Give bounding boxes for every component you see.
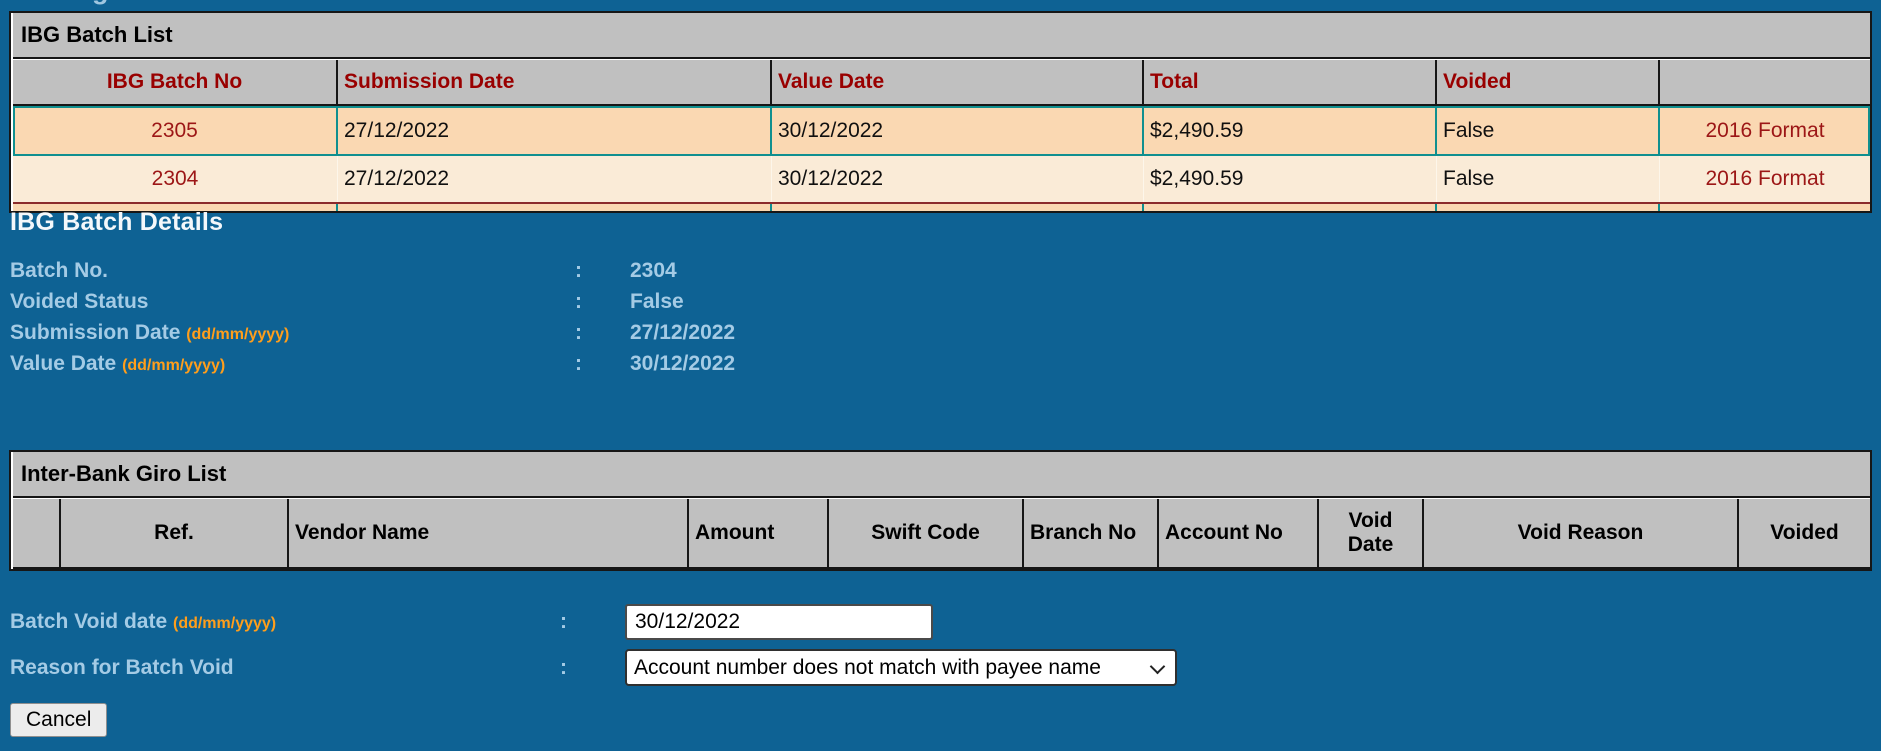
- col-header-voided: Voided: [1437, 60, 1660, 105]
- batch-row-2305[interactable]: 2305 27/12/2022 30/12/2022 $2,490.59 Fal…: [13, 106, 1870, 157]
- batch-list-header-row: IBG Batch No Submission Date Value Date …: [13, 60, 1870, 107]
- col-header-amount: Amount: [689, 499, 829, 568]
- col-header-total: Total: [1144, 60, 1437, 105]
- batch-void-reason-select[interactable]: Account number does not match with payee…: [625, 649, 1177, 686]
- col-header-submission-date: Submission Date: [338, 60, 772, 105]
- format-link[interactable]: 2016 Format: [1705, 167, 1825, 191]
- col-header-empty: [13, 499, 61, 568]
- col-header-void-reason: Void Reason: [1424, 499, 1739, 568]
- detail-row-value-date: Value Date (dd/mm/yyyy) : 30/12/2022: [10, 348, 1210, 379]
- batch-no-link[interactable]: 2304: [13, 156, 338, 203]
- detail-row-voided-status: Voided Status : False: [10, 286, 1210, 317]
- clipped-page-heading: g: [92, 0, 212, 9]
- format-link[interactable]: 2016 Format: [1705, 119, 1825, 143]
- batch-row-partial: [13, 202, 1870, 212]
- batch-void-date-input[interactable]: [625, 604, 933, 640]
- total: $2,490.59: [1144, 156, 1437, 203]
- detail-value: 27/12/2022: [630, 320, 736, 344]
- detail-label: Value Date (dd/mm/yyyy): [10, 351, 226, 375]
- detail-label: Batch No.: [10, 258, 109, 282]
- col-header-swift-code: Swift Code: [829, 499, 1024, 568]
- batch-details-title: IBG Batch Details: [10, 208, 224, 236]
- cancel-button[interactable]: Cancel: [10, 703, 108, 737]
- batch-void-date-label: Batch Void date (dd/mm/yyyy): [10, 610, 277, 633]
- col-header-ref: Ref.: [61, 499, 289, 568]
- batch-no-link[interactable]: 2305: [13, 108, 338, 155]
- col-header-voided: Voided: [1770, 521, 1839, 545]
- batch-void-reason-row: Reason for Batch Void : Account number d…: [10, 649, 1410, 686]
- detail-colon: :: [575, 320, 582, 344]
- date-format-hint: (dd/mm/yyyy): [172, 615, 277, 632]
- detail-value: 2304: [630, 258, 677, 282]
- detail-row-submission-date: Submission Date (dd/mm/yyyy) : 27/12/202…: [10, 317, 1210, 348]
- date-format-hint: (dd/mm/yyyy): [122, 356, 226, 374]
- batch-void-date-row: Batch Void date (dd/mm/yyyy) :: [10, 604, 1410, 640]
- col-header-batch-no: IBG Batch No: [13, 60, 338, 105]
- detail-label: Submission Date (dd/mm/yyyy): [10, 320, 290, 344]
- ibg-batch-list-table: IBG Batch List IBG Batch No Submission D…: [9, 11, 1872, 214]
- batch-void-form: Batch Void date (dd/mm/yyyy) : Reason fo…: [10, 604, 1410, 737]
- col-header-void-date: Void Date: [1319, 499, 1424, 568]
- detail-row-batch-no: Batch No. : 2304: [10, 255, 1210, 286]
- detail-value: False: [630, 289, 684, 313]
- voided: False: [1437, 108, 1660, 155]
- voided: False: [1437, 156, 1660, 203]
- detail-colon: :: [575, 289, 582, 313]
- inter-bank-giro-list-table: Inter-Bank Giro List Ref. Vendor Name Am…: [9, 450, 1872, 572]
- total: $2,490.59: [1144, 108, 1437, 155]
- clipped-heading-text: g: [92, 0, 212, 6]
- form-colon: :: [560, 655, 567, 679]
- giro-list-title: Inter-Bank Giro List: [13, 452, 1870, 498]
- submission-date: 27/12/2022: [338, 108, 772, 155]
- batch-row-2304[interactable]: 2304 27/12/2022 30/12/2022 $2,490.59 Fal…: [13, 156, 1870, 203]
- detail-label: Voided Status: [10, 289, 149, 313]
- ibg-batch-list-title: IBG Batch List: [13, 13, 1870, 59]
- form-colon: :: [560, 610, 567, 633]
- col-header-vendor-name: Vendor Name: [289, 499, 689, 568]
- value-date: 30/12/2022: [772, 156, 1144, 203]
- detail-colon: :: [575, 258, 582, 282]
- ibg-batch-details-section: IBG Batch Details Batch No. : 2304 Voide…: [10, 208, 1210, 379]
- detail-value: 30/12/2022: [630, 351, 736, 375]
- col-header-account-no: Account No: [1159, 499, 1319, 568]
- col-header-branch-no: Branch No: [1024, 499, 1159, 568]
- detail-colon: :: [575, 351, 582, 375]
- col-header-value-date: Value Date: [772, 60, 1144, 105]
- date-format-hint: (dd/mm/yyyy): [186, 325, 290, 343]
- giro-list-header-row: Ref. Vendor Name Amount Swift Code Branc…: [13, 499, 1870, 570]
- value-date: 30/12/2022: [772, 108, 1144, 155]
- batch-void-reason-label: Reason for Batch Void: [10, 655, 234, 679]
- submission-date: 27/12/2022: [338, 156, 772, 203]
- col-header-format: [1660, 60, 1870, 104]
